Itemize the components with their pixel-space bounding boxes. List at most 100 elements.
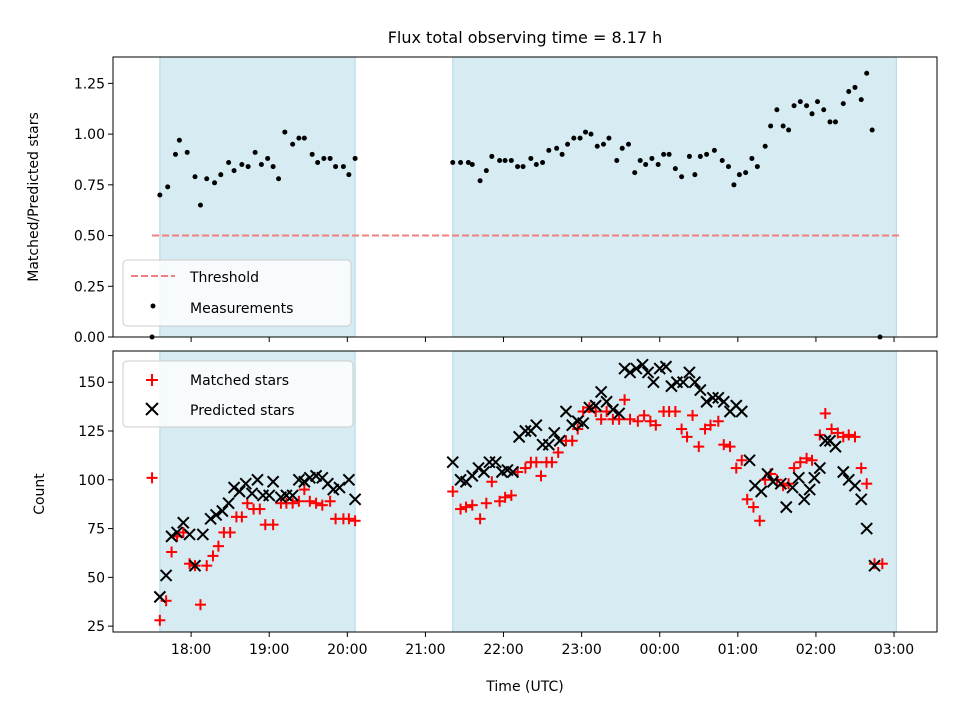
matched-star-point (486, 476, 498, 488)
measurement-point (218, 172, 224, 178)
matched-star-point (849, 431, 861, 443)
measurement-point (637, 157, 643, 163)
measurement-point (565, 141, 571, 147)
measurement-point (666, 151, 672, 157)
predicted-star-point (477, 465, 491, 479)
measurement-point (679, 174, 685, 180)
measurement-point (754, 164, 760, 170)
measurement-point (520, 164, 526, 170)
matched-star-point (254, 503, 266, 515)
measurement-point (774, 107, 780, 113)
matched-star-point (455, 503, 467, 515)
measurement-point (743, 170, 749, 176)
predicted-star-point (706, 391, 720, 405)
predicted-star-point (761, 467, 774, 481)
matched-star-point (687, 409, 699, 421)
x-tick-label: 23:00 (561, 642, 601, 658)
top-y-tick-label: 0.00 (74, 330, 105, 346)
predicted-star-point (183, 528, 196, 541)
measurement-point (315, 160, 321, 166)
predicted-star-point (548, 426, 561, 440)
matched-star-point (447, 486, 459, 497)
observing-window-bottom-1 (452, 350, 897, 633)
measurement-point (477, 178, 483, 184)
predicted-star-point (506, 465, 520, 479)
measurement-point (540, 160, 546, 166)
predicted-star-point (239, 477, 252, 490)
matched-star-point (298, 484, 310, 496)
predicted-star-point (803, 483, 816, 496)
predicted-star-point (553, 434, 566, 447)
top-y-axis-label: Matched/Predicted stars (26, 112, 42, 282)
measurement-point (157, 192, 163, 198)
measurement-point (465, 160, 471, 166)
x-tick-label: 21:00 (405, 642, 445, 658)
predicted-star-point (559, 405, 573, 418)
measurement-point (672, 166, 678, 172)
predicted-star-point (665, 379, 678, 393)
matched-star-point (194, 599, 206, 611)
predicted-star-point (848, 479, 862, 492)
predicted-star-point (159, 569, 173, 582)
measurement-point (290, 141, 296, 147)
measurement-point (840, 101, 846, 107)
matched-star-point (207, 550, 219, 562)
measurement-point (655, 162, 661, 168)
bottom-axes-frame (112, 350, 938, 633)
measurement-point (852, 84, 858, 90)
predicted-star-point (808, 471, 821, 485)
predicted-star-point (589, 399, 602, 412)
measurement-point (619, 145, 625, 151)
matched-star-point (754, 515, 766, 527)
bottom-y-tick-label: 100 (78, 473, 105, 489)
predicted-star-point (786, 481, 799, 494)
matched-star-point (747, 501, 759, 513)
predicted-star-point (222, 497, 235, 510)
matched-legend-label: Matched stars (190, 373, 289, 389)
matched-star-point (474, 513, 486, 525)
predicted-star-point (489, 456, 502, 469)
matched-star-point (730, 462, 742, 474)
measurement-point (815, 99, 821, 105)
measurement-point (352, 155, 358, 161)
matched-star-point (669, 405, 681, 417)
measurement-point (832, 119, 838, 125)
matched-star-point (624, 413, 636, 425)
predicted-star-point (766, 475, 780, 488)
predicted-star-point (641, 366, 655, 379)
measurement-point (614, 157, 620, 163)
predicted-star-point (717, 395, 730, 408)
measurement-point (577, 135, 583, 141)
predicted-star-point (165, 530, 178, 543)
x-tick-label: 19:00 (249, 642, 289, 658)
predicted-star-point (576, 416, 590, 430)
bottom-legend: Matched stars Predicted stars (122, 360, 354, 428)
matched-star-point (460, 501, 472, 513)
measurement-point (554, 145, 560, 151)
measurement-point (632, 170, 638, 176)
matched-star-point (843, 429, 855, 441)
matched-star-point (499, 491, 511, 503)
measurement-point (625, 141, 631, 147)
matched-star-point (693, 441, 705, 453)
matched-star-point (480, 497, 492, 509)
measurement-point (172, 151, 178, 157)
measurement-point (333, 164, 339, 170)
matched-star-point (837, 431, 849, 443)
top-axes-frame (112, 56, 938, 338)
matched-star-point (718, 439, 730, 451)
bottom-y-tick-label: 125 (78, 424, 105, 440)
measurement-point (768, 123, 774, 129)
measurement-point (204, 176, 210, 182)
measurement-point (711, 147, 717, 153)
matched-star-point (632, 415, 644, 427)
measurement-point (508, 157, 514, 163)
matched-star-point (566, 435, 578, 447)
bottom-y-tick-label: 150 (78, 375, 105, 391)
matched-star-point (154, 614, 166, 626)
predicted-star-point (204, 512, 217, 526)
predicted-star-point (735, 405, 748, 418)
matched-star-point (546, 456, 558, 468)
measurement-point (258, 162, 264, 168)
